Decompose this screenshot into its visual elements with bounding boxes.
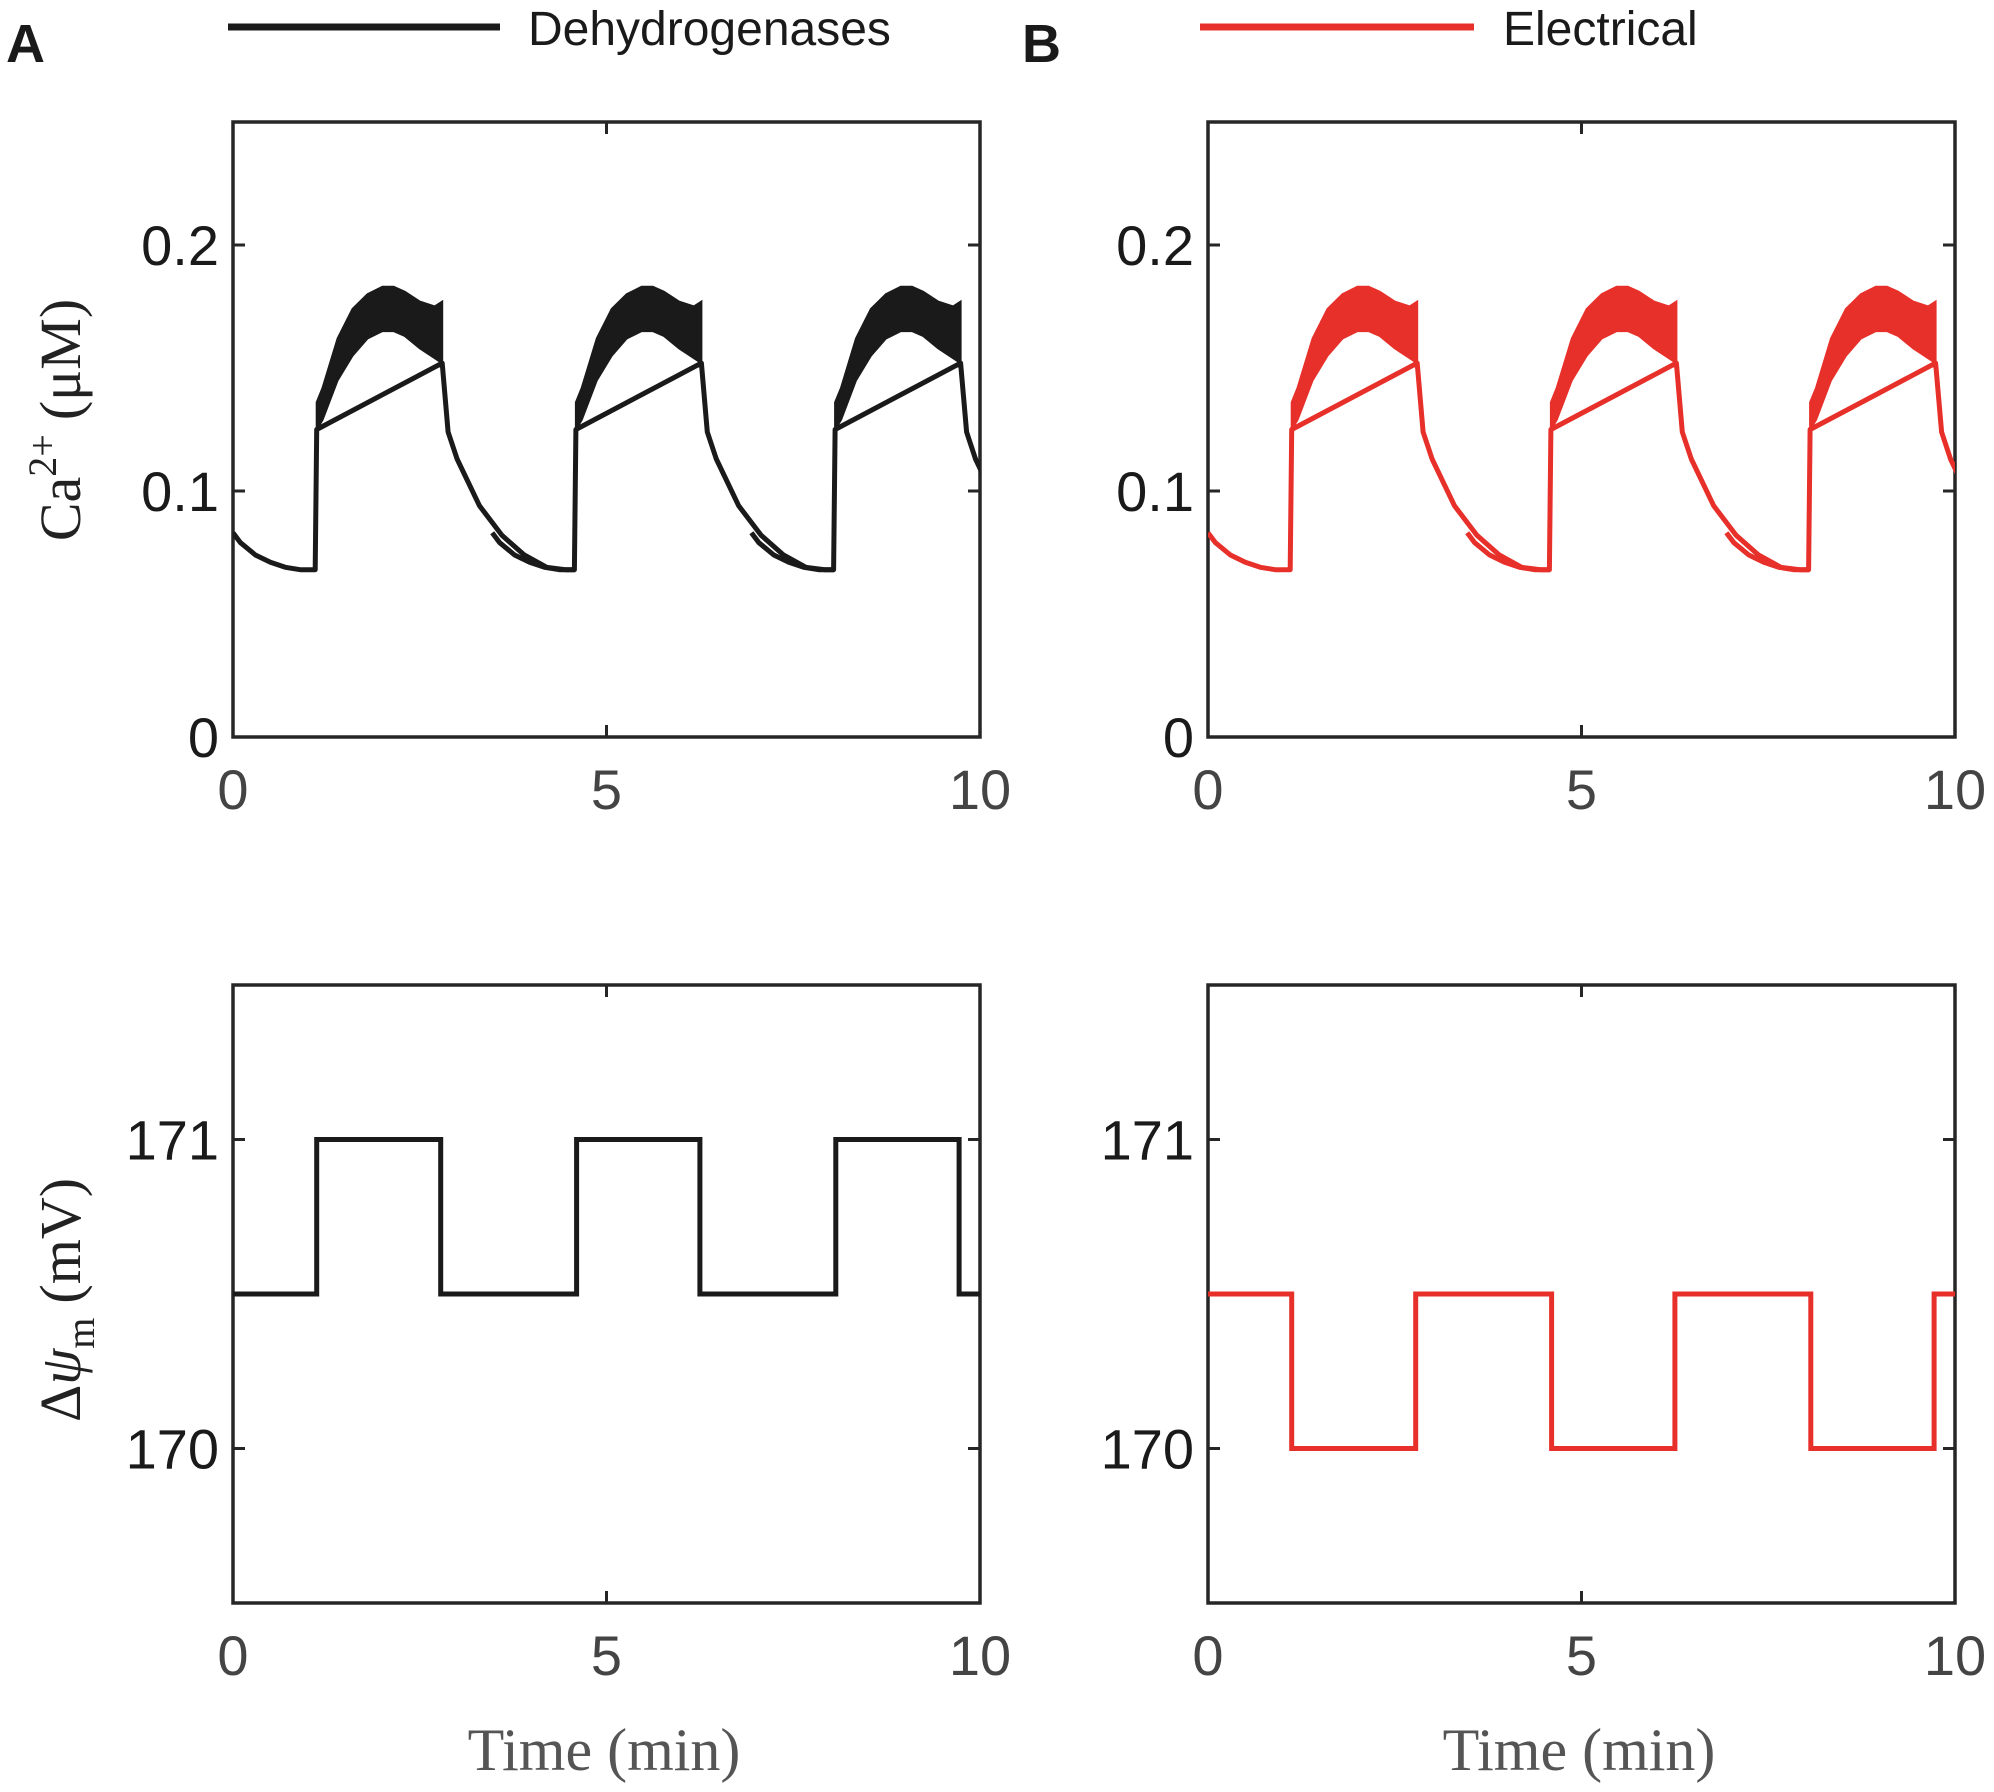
y-tick-label: 0 <box>1163 706 1194 769</box>
plot-frame <box>231 120 982 739</box>
burst-band <box>574 285 703 434</box>
burst-band <box>1809 285 1937 434</box>
potential-trace <box>1208 1291 1955 1451</box>
y-axis-title-membrane-potential: Δψm (mV) <box>28 1178 103 1422</box>
x-tick-label: 10 <box>949 758 1011 821</box>
panel-letter-a: A <box>6 14 45 74</box>
calcium-trace <box>1208 360 1551 573</box>
burst-band <box>1549 285 1678 434</box>
y-tick-label: 0.2 <box>1116 214 1194 277</box>
plot-panel-b-membrane-potential: 0 5 10 170 171 <box>1101 983 1986 1687</box>
x-tick-label: 0 <box>1192 1624 1223 1687</box>
calcium-trace <box>749 360 980 573</box>
y-axis-title-calcium-superscript: 2+ <box>20 434 65 477</box>
legend-label-electrical: Electrical <box>1503 3 1698 56</box>
legend-label-dehydrogenases: Dehydrogenases <box>528 3 891 56</box>
y-axis-title-calcium-main: Ca <box>28 477 93 541</box>
x-tick-label: 0 <box>217 758 248 821</box>
calcium-trace <box>1724 360 1955 573</box>
plot-panel-a-calcium: 0 5 10 0 0.1 0.2 <box>141 120 1220 821</box>
y-axis-title-calcium: Ca2+ (μM) <box>20 299 93 541</box>
x-tick-label: 0 <box>1192 758 1223 821</box>
y-axis-title-delta: Δ <box>28 1385 93 1422</box>
y-tick-label: 0 <box>188 706 219 769</box>
burst-band <box>1094 287 1220 430</box>
x-tick-label: 5 <box>1566 758 1597 821</box>
burst-band <box>834 285 962 434</box>
calcium-trace <box>490 360 835 573</box>
plot-panel-a-membrane-potential: 0 5 10 170 171 <box>126 983 1011 1687</box>
calcium-trace <box>1986 363 1994 570</box>
svg-text:Ca2+(μM): Ca2+ (μM) <box>20 299 93 541</box>
burst-band <box>315 285 444 434</box>
svg-text:Δψm(mV): Δψm (mV) <box>28 1178 103 1422</box>
plot-frame <box>1206 983 1957 1605</box>
y-tick-label: 0.1 <box>141 460 219 523</box>
calcium-trace <box>1465 360 1810 573</box>
calcium-trace <box>233 360 576 573</box>
plot-frame <box>1206 120 1957 739</box>
series-electrical <box>1208 285 1994 573</box>
y-tick-label: 171 <box>1101 1109 1194 1172</box>
x-tick-label: 10 <box>1924 1624 1986 1687</box>
x-tick-label: 5 <box>591 1624 622 1687</box>
series-dehydrogenases <box>233 1137 980 1297</box>
plot-panel-b-calcium: 0 5 10 0 0.1 0.2 <box>1116 120 1994 821</box>
x-tick-label: 5 <box>591 758 622 821</box>
x-tick-label: 10 <box>1924 758 1986 821</box>
panel-letter-b: B <box>1022 14 1061 74</box>
y-tick-label: 170 <box>1101 1418 1194 1481</box>
y-axis-title-psi: ψ <box>28 1348 93 1385</box>
y-tick-label: 0.2 <box>141 214 219 277</box>
plot-frame <box>231 983 982 1605</box>
y-tick-label: 170 <box>126 1418 219 1481</box>
x-tick-label: 5 <box>1566 1624 1597 1687</box>
y-axis-title-calcium-unit: (μM) <box>28 299 93 420</box>
y-tick-label: 0.1 <box>1116 460 1194 523</box>
y-tick-label: 171 <box>126 1109 219 1172</box>
y-axis-title-subscript: m <box>58 1318 103 1349</box>
series-dehydrogenases <box>233 285 1220 573</box>
series-electrical <box>1208 1291 1955 1451</box>
x-axis-title-right: Time (min) <box>1443 1717 1716 1783</box>
x-tick-label: 10 <box>949 1624 1011 1687</box>
burst-band <box>1290 285 1419 434</box>
potential-trace <box>233 1137 980 1297</box>
x-tick-label: 0 <box>217 1624 248 1687</box>
y-axis-title-unit: (mV) <box>28 1178 93 1304</box>
x-axis-title-left: Time (min) <box>468 1717 741 1783</box>
